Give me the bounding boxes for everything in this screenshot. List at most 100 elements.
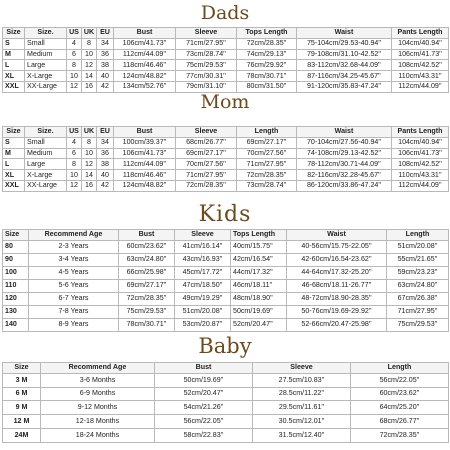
- header-waist: Waist: [296, 27, 392, 39]
- table-cell: Small: [24, 37, 67, 50]
- table-cell: XX-Large: [24, 179, 67, 192]
- table-cell: 27.5cm/10.83'': [252, 372, 351, 388]
- header-bust: Bust: [118, 229, 175, 241]
- baby-size-table: Size Recommend Age Bust Sleeve Length 3 …: [2, 362, 449, 443]
- mom-size-table: Size Size. US UK EU Bust Sleeve Length W…: [2, 126, 449, 192]
- table-cell: 12 M: [2, 414, 41, 429]
- table-cell: 112cm/44.09'': [113, 158, 176, 171]
- table-cell: 118cm/46.46'': [113, 169, 176, 181]
- table-row: L Large 8 12 38 112cm/44.09'' 70cm/27.56'' 71cm…: [2, 158, 449, 171]
- table-cell: 7-8 Years: [28, 304, 119, 319]
- table-cell: 16: [81, 179, 97, 192]
- table-cell: Medium: [24, 147, 67, 160]
- table-cell: 10: [66, 169, 82, 181]
- table-cell: 3-6 Months: [40, 372, 155, 388]
- table-cell: 71cm/27.95'': [386, 304, 449, 319]
- table-cell: 8: [81, 136, 97, 149]
- table-cell: 69cm/27.17'': [175, 147, 237, 160]
- table-cell: L: [2, 59, 25, 72]
- header-length: Length: [350, 362, 449, 374]
- table-cell: 29.5cm/11.61'': [252, 400, 351, 416]
- table-cell: 70cm/27.56'': [236, 147, 297, 160]
- table-cell: 58cm/22.83'': [154, 427, 253, 443]
- baby-title: Baby: [198, 334, 252, 358]
- header-bust: Bust: [154, 362, 253, 374]
- header-size: Size: [2, 27, 25, 39]
- table-cell: 106cm/41.73'': [113, 147, 176, 160]
- header-bust: Bust: [113, 27, 176, 39]
- table-cell: 40-56cm/15.75-22.05'': [286, 239, 387, 254]
- table-cell: 42: [96, 179, 114, 192]
- table-cell: 9-12 Months: [40, 400, 155, 416]
- table-cell: 90: [2, 252, 29, 267]
- header-pants-length: Pants Length: [391, 126, 449, 138]
- table-row: 130 7-8 Years 75cm/29.53'' 51cm/20.08'' 50cm…: [2, 304, 449, 319]
- table-cell: 71cm/27.95'': [175, 169, 237, 181]
- header-us: US: [66, 27, 82, 39]
- table-cell: 44-64cm/17.32-25.20'': [286, 265, 387, 280]
- table-cell: Small: [24, 136, 67, 149]
- table-cell: 30.5cm/12.01'': [252, 414, 351, 429]
- table-cell: 45cm/17.72'': [174, 265, 231, 280]
- table-cell: 70cm/27.56'': [175, 158, 237, 171]
- table-cell: 110cm/43.31'': [391, 70, 449, 82]
- table-cell: 69cm/27.17'': [236, 136, 297, 149]
- table-cell: 5-6 Years: [28, 278, 119, 293]
- table-cell: 70-104cm/27.56-40.94'': [296, 136, 392, 149]
- table-cell: XXL: [2, 80, 25, 93]
- table-cell: 74-108cm/29.13-42.52'': [296, 147, 392, 160]
- table-cell: 2-3 Years: [28, 239, 119, 254]
- table-row: 100 4-5 Years 66cm/25.98'' 45cm/17.72'' 44cm…: [2, 265, 449, 280]
- table-cell: 10: [81, 48, 97, 61]
- table-cell: 4: [66, 37, 82, 50]
- table-cell: 14: [81, 169, 97, 181]
- table-cell: 14: [81, 70, 97, 82]
- table-cell: 34: [96, 136, 114, 149]
- table-cell: 71cm/27.95'': [236, 158, 297, 171]
- table-cell: 42: [96, 80, 114, 93]
- table-cell: 42-60cm/16.54-23.62'': [286, 252, 387, 267]
- table-cell: 130: [2, 304, 29, 319]
- table-cell: 28.5cm/11.22'': [252, 386, 351, 402]
- table-cell: 78cm/30.71'': [236, 70, 297, 82]
- header-sleeve: Sleeve: [174, 229, 231, 241]
- table-cell: 40: [96, 70, 114, 82]
- table-cell: 36: [96, 48, 114, 61]
- table-cell: 64cm/25.20'': [350, 400, 449, 416]
- table-cell: 50cm/19.69'': [230, 304, 287, 319]
- table-cell: 36: [96, 147, 114, 160]
- table-row: XL X-Large 10 14 40 124cm/48.82'' 77cm/30.31''…: [2, 70, 449, 82]
- header-tops-length: Tops Length: [236, 27, 297, 39]
- table-cell: 6 M: [2, 386, 41, 402]
- table-cell: 75cm/29.53'': [118, 304, 175, 319]
- table-cell: 112cm/44.09'': [113, 48, 176, 61]
- mom-title: Mom: [200, 91, 250, 113]
- table-cell: 55cm/21.65'': [386, 252, 449, 267]
- table-cell: 124cm/48.82'': [113, 70, 176, 82]
- table-cell: 112cm/44.09'': [391, 80, 449, 93]
- table-cell: 76cm/29.92'': [236, 59, 297, 72]
- kids-title: Kids: [198, 202, 252, 227]
- table-cell: 72cm/28.35'': [236, 169, 297, 181]
- header-uk: UK: [81, 126, 97, 138]
- table-cell: 12: [66, 179, 82, 192]
- table-cell: 3 M: [2, 372, 41, 388]
- table-cell: 8: [66, 158, 82, 171]
- table-row: 110 5-6 Years 69cm/27.17'' 47cm/18.50'' 46cm…: [2, 278, 449, 293]
- header-length: Length: [236, 126, 297, 138]
- table-cell: 68cm/26.77'': [350, 414, 449, 429]
- table-cell: 47cm/18.50'': [174, 278, 231, 293]
- table-cell: 63cm/24.80'': [386, 278, 449, 293]
- table-cell: 79-108cm/31.10-42.52'': [296, 48, 392, 61]
- table-cell: L: [2, 158, 25, 171]
- table-cell: 4-5 Years: [28, 265, 119, 280]
- kids-rows: 80 2-3 Years 60cm/23.62'' 41cm/16.14'' 40cm/…: [2, 239, 449, 332]
- table-cell: 6: [66, 147, 82, 160]
- header-waist: Waist: [286, 229, 387, 241]
- kids-size-table: Size Recommend Age Bust Sleeve Tops Leng…: [2, 229, 449, 332]
- table-cell: 67cm/26.38'': [386, 291, 449, 306]
- table-cell: 46-68cm/18.11-26.77'': [286, 278, 387, 293]
- table-row: M Medium 6 10 36 112cm/44.09'' 73cm/28.74'' 74c…: [2, 48, 449, 61]
- table-cell: 77cm/30.31'': [175, 70, 237, 82]
- table-cell: 8: [81, 37, 97, 50]
